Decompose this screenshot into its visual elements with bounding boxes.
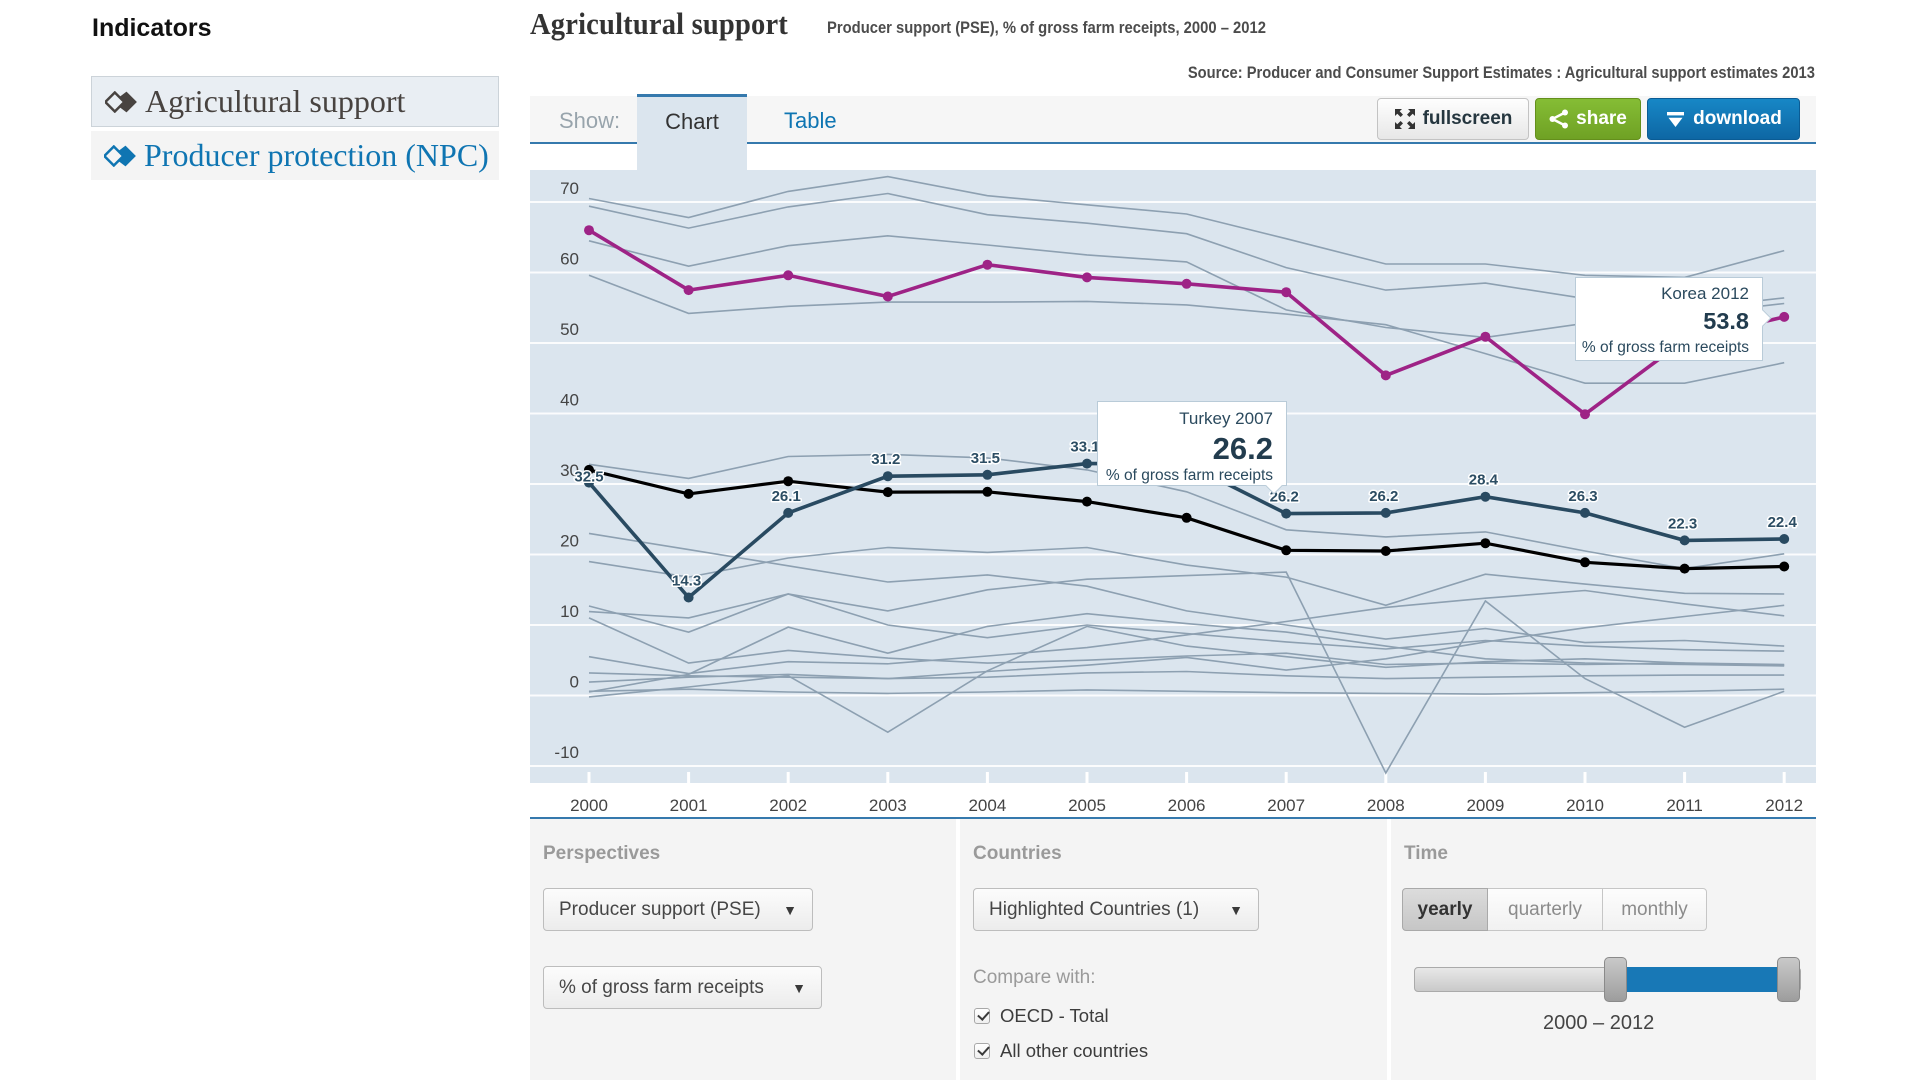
- svg-text:30: 30: [560, 461, 579, 480]
- svg-text:28.4: 28.4: [1469, 472, 1499, 489]
- svg-text:20: 20: [560, 532, 579, 551]
- svg-text:26.2: 26.2: [1369, 488, 1398, 505]
- svg-text:70: 70: [560, 179, 579, 198]
- svg-text:26.1: 26.1: [772, 488, 801, 505]
- svg-text:33.1: 33.1: [1070, 439, 1099, 456]
- svg-text:50: 50: [560, 320, 579, 339]
- svg-text:26.3: 26.3: [1568, 488, 1597, 505]
- svg-text:0: 0: [570, 673, 579, 692]
- svg-text:31.5: 31.5: [971, 450, 1000, 467]
- svg-text:-10: -10: [554, 743, 579, 762]
- svg-text:22.4: 22.4: [1768, 514, 1798, 531]
- svg-text:22.3: 22.3: [1668, 515, 1697, 532]
- svg-text:40: 40: [560, 391, 579, 410]
- svg-text:10: 10: [560, 602, 579, 621]
- svg-text:14.3: 14.3: [672, 573, 701, 590]
- svg-text:60: 60: [560, 250, 579, 269]
- svg-text:31.2: 31.2: [871, 451, 900, 468]
- svg-text:32.5: 32.5: [574, 469, 603, 486]
